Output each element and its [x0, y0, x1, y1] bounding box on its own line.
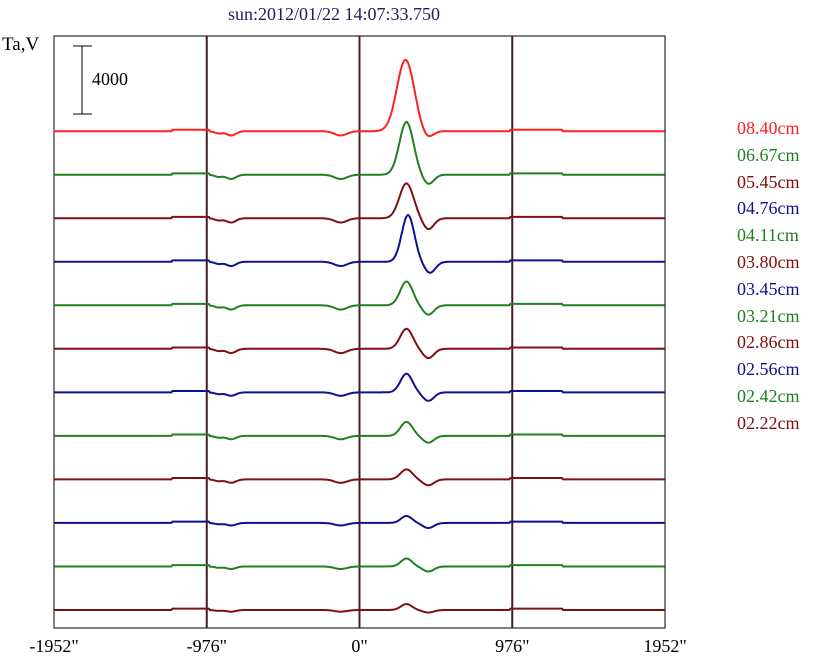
x-tick-label: -976" — [186, 636, 227, 656]
legend-entry: 03.45cm — [737, 278, 800, 299]
scale-bar-label: 4000 — [92, 69, 128, 89]
x-tick-label: 0" — [351, 636, 368, 656]
legend-entry: 02.42cm — [737, 386, 800, 406]
series-line-03.80cm — [54, 327, 665, 360]
chart-title: sun:2012/01/22 14:07:33.750 — [228, 4, 441, 24]
series-line-04.76cm — [54, 213, 665, 274]
x-tick-label: 976" — [495, 636, 530, 656]
legend-entry: 08.40cm — [737, 118, 800, 138]
series-line-02.22cm — [54, 602, 665, 614]
legend-entry: 05.45cm — [737, 171, 800, 192]
series-line-06.67cm — [54, 121, 665, 185]
legend-entry: 04.76cm — [737, 198, 800, 219]
legend-entry: 02.22cm — [737, 412, 800, 433]
series-line-05.45cm — [54, 182, 665, 231]
series-line-08.40cm — [54, 58, 665, 138]
x-tick-label: 1952" — [643, 636, 687, 656]
legend-entry: 03.21cm — [737, 305, 800, 326]
legend-entry: 04.11cm — [737, 225, 799, 246]
series-line-04.11cm — [54, 280, 665, 316]
legend-entry: 02.86cm — [737, 332, 800, 353]
y-axis-label: Ta,V — [2, 34, 40, 55]
series-line-02.86cm — [54, 468, 665, 487]
series-line-02.42cm — [54, 557, 665, 573]
series-line-02.56cm — [54, 515, 665, 529]
legend-entry: 03.80cm — [737, 252, 800, 272]
legend-entry: 06.67cm — [737, 144, 800, 165]
x-tick-label: -1952" — [29, 636, 79, 656]
series-line-03.21cm — [54, 421, 665, 444]
legend-entry: 02.56cm — [737, 359, 800, 380]
series-line-03.45cm — [54, 372, 665, 402]
